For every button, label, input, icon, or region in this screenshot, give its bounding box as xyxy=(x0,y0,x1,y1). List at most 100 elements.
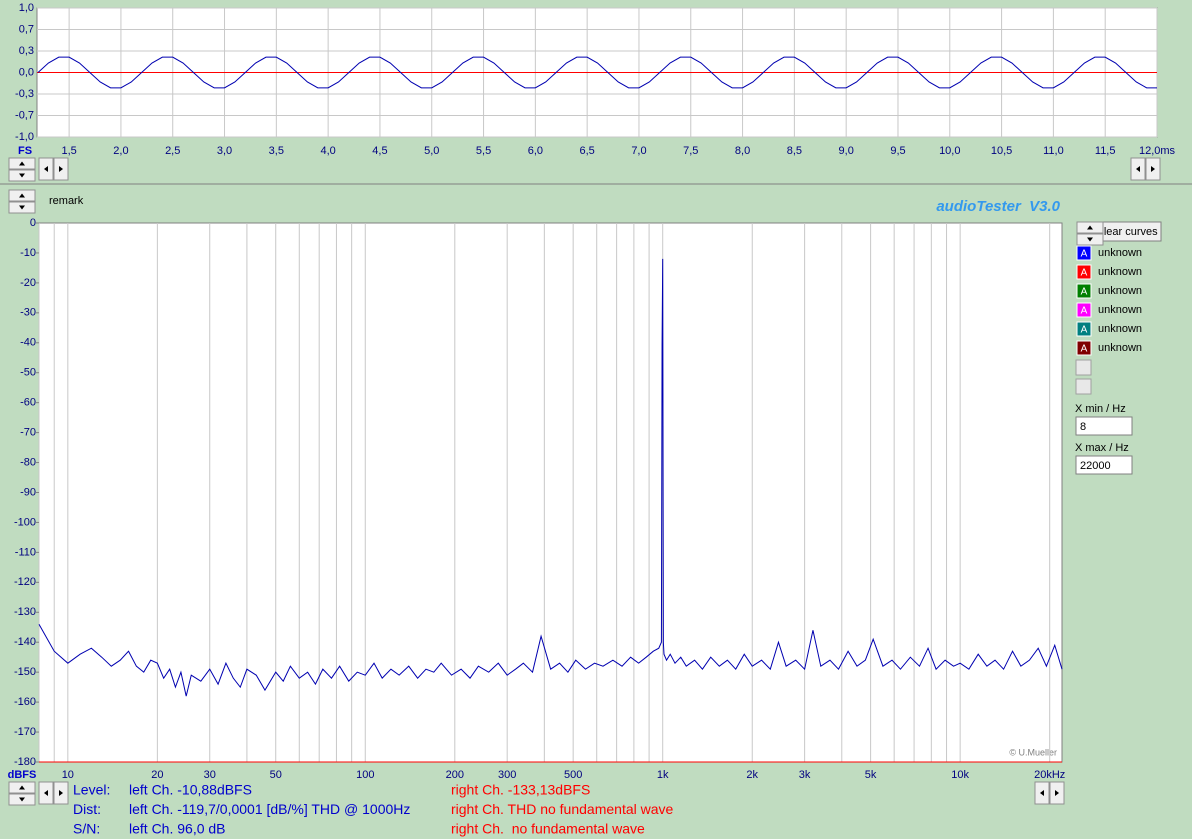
x-tick-label: 3k xyxy=(799,769,811,781)
xmax-value[interactable]: 22000 xyxy=(1080,460,1111,472)
x-tick-label: 2,0 xyxy=(113,145,128,157)
legend-label: unknown xyxy=(1098,323,1142,335)
x-tick-label: 7,0 xyxy=(631,145,646,157)
x-tick-label: 8,5 xyxy=(787,145,802,157)
spin-arrow xyxy=(19,797,25,802)
xmax-label: X max / Hz xyxy=(1075,442,1129,454)
x-tick-label: 8,0 xyxy=(735,145,750,157)
x-tick-label: 20kHz xyxy=(1034,769,1065,781)
series-line xyxy=(38,258,1063,697)
legend-icon[interactable] xyxy=(1076,283,1092,299)
status-text: left Ch. -119,7/0,0001 [dB/%] THD @ 1000… xyxy=(129,801,410,817)
legend-label: unknown xyxy=(1098,266,1142,278)
status-text: left Ch. -10,88dBFS xyxy=(129,782,252,798)
x-axis-label: FS xyxy=(18,145,32,157)
x-tick-label: 10,0 xyxy=(939,145,960,157)
x-tick-label: 10,5 xyxy=(991,145,1012,157)
x-tick-label: 11,5 xyxy=(1095,145,1116,157)
x-tick-label: 1k xyxy=(657,769,669,781)
x-tick-label: 3,5 xyxy=(269,145,284,157)
legend-icon-label: A xyxy=(1081,344,1088,355)
scroll-arrow xyxy=(59,166,63,172)
legend-icon[interactable] xyxy=(1076,302,1092,318)
xmin-value[interactable]: 8 xyxy=(1080,421,1086,433)
spin-arrow xyxy=(19,193,25,198)
legend-icon[interactable] xyxy=(1076,340,1092,356)
y-tick-label: 0,7 xyxy=(19,23,34,35)
x-tick-label: 500 xyxy=(564,769,582,781)
legend-icon-label: A xyxy=(1081,268,1088,279)
status-text: Dist: xyxy=(73,801,101,817)
x-tick-label: 6,0 xyxy=(528,145,543,157)
x-tick-label: 2k xyxy=(746,769,758,781)
xmax-input[interactable] xyxy=(1075,455,1133,475)
y-tick-label: 1,0 xyxy=(19,2,34,14)
x-tick-label: 200 xyxy=(446,769,464,781)
legend-icon-label: A xyxy=(1081,287,1088,298)
legend-label: unknown xyxy=(1098,304,1142,316)
scroll-arrow xyxy=(1151,166,1155,172)
y-tick-label: 0 xyxy=(30,217,36,229)
chart: 10 20 30 50 100 200 300 500 1k 2k 3k 5k 10k 20kHz 0 -10… xyxy=(8,217,1066,781)
status-text: left Ch. 96,0 dB xyxy=(129,821,226,837)
y-tick-label: -40 xyxy=(20,337,36,349)
x-tick-label: 6,5 xyxy=(580,145,595,157)
spectrum-plot xyxy=(38,222,1063,763)
legend-icon[interactable] xyxy=(1076,245,1092,261)
y-tick-label: -120 xyxy=(14,576,36,588)
remark-label: remark xyxy=(49,195,84,207)
status-text: S/N: xyxy=(73,821,100,837)
clear-curves-label[interactable]: clear curves xyxy=(1098,226,1158,238)
x-tick-label: 10 xyxy=(62,769,74,781)
x-tick-label: 4,5 xyxy=(372,145,387,157)
y-tick-label: -70 xyxy=(20,427,36,439)
copyright: © U.Mueller xyxy=(1009,747,1057,757)
legend-icon[interactable] xyxy=(1076,321,1092,337)
x-tick-label: 2,5 xyxy=(165,145,180,157)
y-tick-label: -50 xyxy=(20,367,36,379)
y-tick-label: -10 xyxy=(20,247,36,259)
empty-curve-slot[interactable] xyxy=(1075,359,1092,376)
y-axis-label: dBFS xyxy=(8,769,37,781)
empty-curve-slot[interactable] xyxy=(1075,378,1092,395)
xmin-input[interactable] xyxy=(1075,416,1133,436)
spin-arrow xyxy=(1087,225,1093,230)
y-tick-label: -60 xyxy=(20,397,36,409)
spin-arrow xyxy=(19,785,25,790)
app-title: audioTester V3.0 xyxy=(936,198,1060,215)
status-text: right Ch. THD no fundamental wave xyxy=(451,801,674,817)
legend-icon[interactable] xyxy=(1076,264,1092,280)
spin-arrow xyxy=(19,173,25,178)
spin-arrow xyxy=(19,205,25,210)
scroll-arrow xyxy=(44,166,48,172)
x-tick-label: 3,0 xyxy=(217,145,232,157)
y-tick-label: -0,7 xyxy=(15,109,34,121)
y-tick-label: -170 xyxy=(14,726,36,738)
y-tick-label: -180 xyxy=(14,756,36,768)
y-tick-label: -90 xyxy=(20,486,36,498)
y-tick-label: 0,0 xyxy=(19,66,34,78)
x-tick-label: 20 xyxy=(151,769,163,781)
spin-arrow xyxy=(19,161,25,166)
x-tick-label: 12,0ms xyxy=(1139,145,1176,157)
y-tick-label: -130 xyxy=(14,606,36,618)
y-tick-label: -110 xyxy=(15,546,36,558)
legend-icon-label: A xyxy=(1081,249,1088,260)
y-tick-label: -30 xyxy=(20,307,36,319)
status-text: Level: xyxy=(73,782,110,798)
y-tick-label: -150 xyxy=(14,666,36,678)
scroll-arrow xyxy=(1136,166,1140,172)
legend-icon-label: A xyxy=(1081,325,1088,336)
legend-icon-label: A xyxy=(1081,306,1088,317)
x-tick-label: 30 xyxy=(204,769,216,781)
series-line xyxy=(37,56,1157,89)
x-tick-label: 4,0 xyxy=(320,145,335,157)
scroll-arrow xyxy=(59,790,63,796)
x-tick-label: 5,5 xyxy=(476,145,491,157)
x-tick-label: 10k xyxy=(951,769,969,781)
scroll-arrow xyxy=(1040,790,1044,796)
status-text: right Ch. no fundamental wave xyxy=(451,821,645,837)
x-tick-label: 7,5 xyxy=(683,145,698,157)
xmin-label: X min / Hz xyxy=(1075,403,1126,415)
